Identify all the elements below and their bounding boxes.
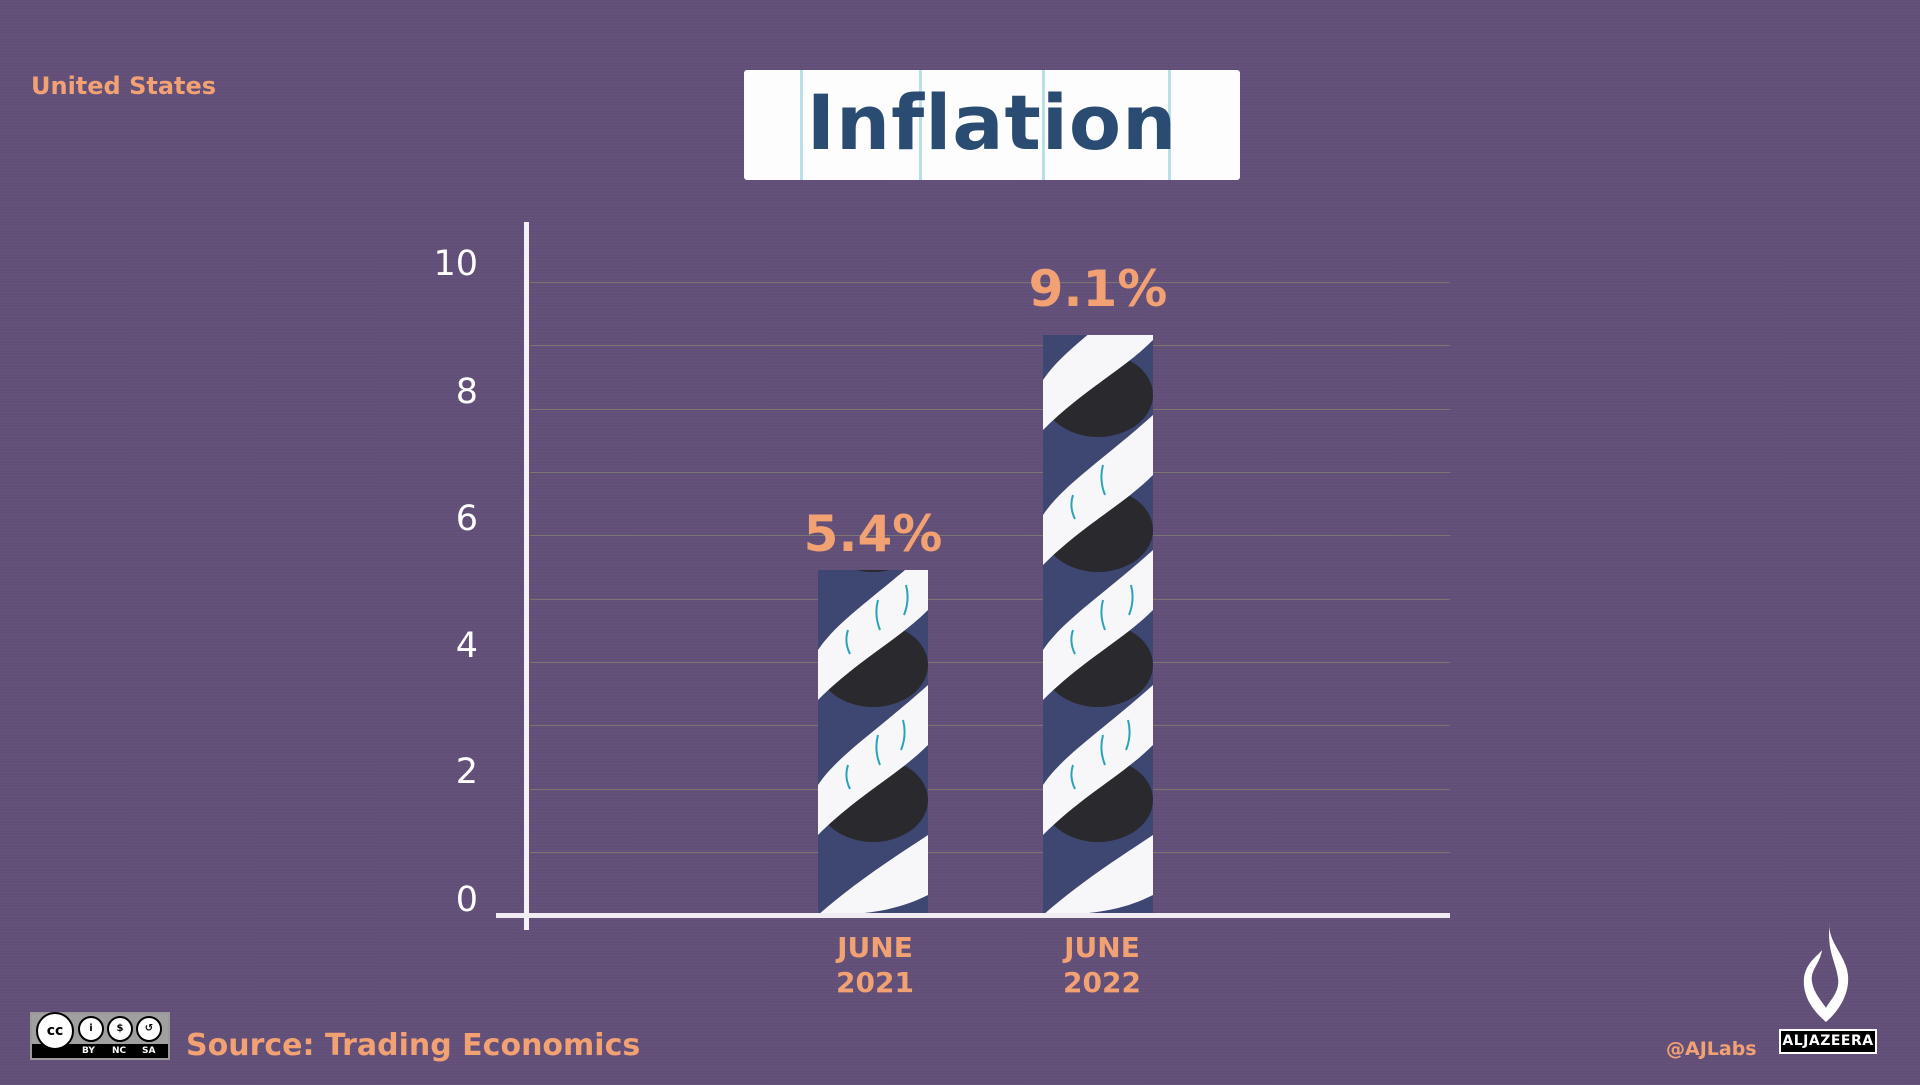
gridline-4 [530, 662, 1450, 663]
ytick-2: 2 [455, 752, 478, 792]
gridline-2 [530, 789, 1450, 790]
x-axis-line [496, 913, 1450, 918]
sharealike-icon: ↺ [136, 1016, 162, 1042]
gridline-1 [530, 852, 1450, 853]
ytick-6: 6 [455, 499, 478, 539]
gridline-6 [530, 535, 1450, 536]
twisted-ribbon-icon [818, 570, 928, 915]
value-label-june-2022: 9.1% [1028, 260, 1168, 318]
source-credit: Source: Trading Economics [186, 1028, 641, 1063]
gridline-9 [530, 345, 1450, 346]
value-label-june-2021: 5.4% [803, 505, 943, 563]
title-card: Inflation [744, 70, 1240, 180]
country-label: United States [31, 72, 217, 100]
aljazeera-wordmark: ALJAZEERA [1779, 1029, 1877, 1054]
gridline-8 [530, 409, 1450, 410]
twisted-ribbon-icon [1043, 335, 1153, 915]
x-label-june-2022: JUNE 2022 [1063, 931, 1141, 999]
gridline-7 [530, 472, 1450, 473]
x-label-june-2021: JUNE 2021 [836, 931, 914, 999]
social-handle: @AJLabs [1666, 1038, 1757, 1060]
bar-june-2021 [818, 570, 928, 915]
gridline-10 [530, 282, 1450, 283]
noncommercial-icon: $ [107, 1016, 133, 1042]
bar-june-2022 [1043, 335, 1153, 915]
cc-icon: cc [36, 1012, 74, 1050]
ytick-4: 4 [455, 626, 478, 666]
aljazeera-calligraphy-logo-icon [1803, 922, 1849, 1022]
attribution-icon: i [78, 1016, 104, 1042]
chart-title: Inflation [806, 78, 1178, 167]
gridline-5 [530, 599, 1450, 600]
creative-commons-badge[interactable]: cc i $ ↺ BY NC SA [30, 1012, 170, 1060]
ytick-8: 8 [455, 372, 478, 412]
ytick-0: 0 [455, 880, 478, 920]
ytick-10: 10 [433, 244, 478, 284]
gridline-3 [530, 725, 1450, 726]
y-axis-line [524, 222, 529, 930]
